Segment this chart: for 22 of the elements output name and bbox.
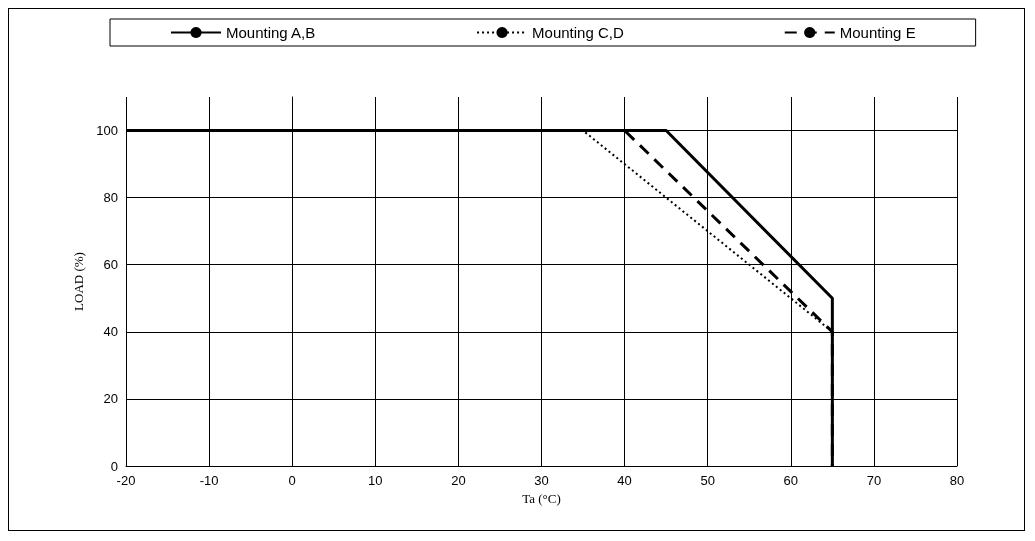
legend-label: Mounting E (839, 24, 916, 41)
legend-label: Mounting C,D (532, 24, 624, 41)
x-tick-label: 70 (866, 473, 882, 488)
x-tick-label: -20 (116, 473, 136, 488)
x-tick-label: 0 (288, 473, 296, 488)
x-axis-title: Ta (°C) (522, 490, 561, 506)
y-axis-title: LOAD (%) (71, 252, 87, 311)
x-tick-label: 20 (451, 473, 466, 488)
y-tick-label: 100 (96, 123, 118, 139)
x-tick-label: 10 (368, 473, 383, 488)
y-tick-label: 0 (110, 458, 118, 474)
y-tick-label: 60 (103, 257, 118, 273)
x-tick-label: 80 (949, 473, 965, 488)
y-tick-label: 20 (103, 391, 118, 407)
x-tick-label: 30 (534, 473, 549, 488)
x-tick-label: 60 (783, 473, 799, 488)
x-tick-label: 50 (700, 473, 715, 488)
y-tick-label: 80 (103, 190, 118, 206)
legend-label: Mounting A,B (226, 24, 316, 41)
x-tick-label: -10 (199, 473, 219, 488)
x-tick-label: 40 (617, 473, 632, 488)
y-tick-label: 40 (103, 324, 118, 340)
